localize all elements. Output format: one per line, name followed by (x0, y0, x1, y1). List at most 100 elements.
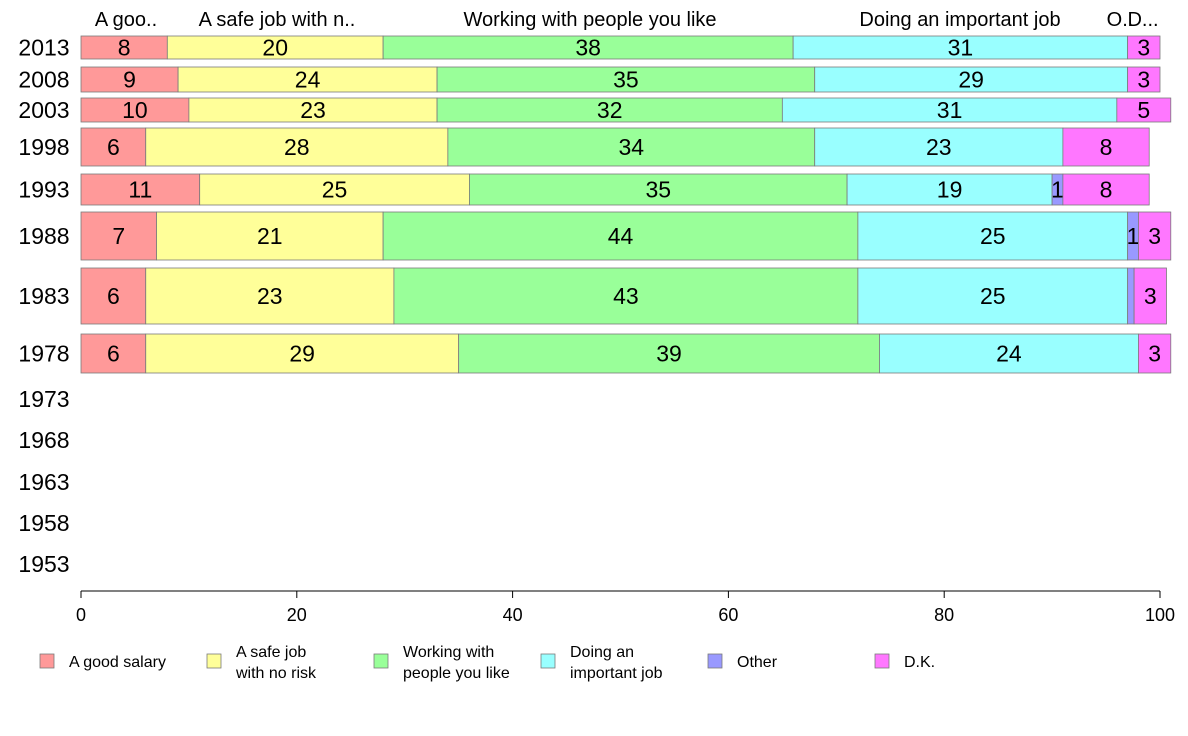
data-label-1993-0: 11 (128, 177, 152, 203)
bar-1983-a-safe-job-with-no-risk (145, 267, 395, 325)
bar-1983-a-good-salary (80, 267, 147, 325)
bar-2008-d-k- (1127, 66, 1161, 93)
data-label-1998-3: 23 (926, 134, 952, 160)
bar-1988-a-safe-job-with-no-risk (156, 211, 384, 261)
data-label-2013-1: 20 (262, 35, 288, 61)
year-label-1963: 1963 (18, 469, 69, 495)
x-axis: 0 20 40 60 80 100 (76, 590, 1175, 625)
year-label-1953: 1953 (18, 551, 69, 577)
x-tick-label-40: 40 (503, 605, 523, 625)
legend-swatch-0 (39, 653, 55, 669)
data-label-1988-0: 7 (112, 223, 125, 249)
data-label-2008-1: 24 (295, 67, 321, 93)
data-label-1988-1: 21 (257, 223, 283, 249)
data-label-1993-4: 1 (1051, 177, 1064, 203)
bar-1993-d-k- (1062, 173, 1150, 206)
year-axis-labels: 2013 2008 2003 1998 1993 1988 1983 1978 1973 1968… (18, 35, 69, 578)
bar-1983-d-k- (1133, 267, 1167, 325)
data-label-1988-4: 1 (1127, 223, 1140, 249)
x-tick-label-80: 80 (934, 605, 954, 625)
bar-1998-a-good-salary (80, 127, 147, 167)
data-label-1988-3: 25 (980, 223, 1006, 249)
bar-1978-working-with-people-you-like (458, 333, 880, 374)
legend-label-4: Other (737, 654, 778, 671)
year-label-1988: 1988 (18, 223, 69, 249)
legend: A good salary A safe job with no risk Worki… (39, 644, 935, 682)
data-label-1978-0: 6 (107, 341, 120, 367)
data-label-2008-3: 29 (958, 67, 984, 93)
data-label-1998-2: 34 (618, 134, 644, 160)
legend-label-0: A good salary (69, 654, 166, 671)
legend-swatch-2 (373, 653, 389, 669)
bar-1998-working-with-people-you-like (447, 127, 816, 167)
x-tick-label-100: 100 (1145, 605, 1175, 625)
data-label-1988-5: 3 (1148, 223, 1161, 249)
bar-1988-a-good-salary (80, 211, 157, 261)
bar-1978-a-safe-job-with-no-risk (145, 333, 460, 374)
year-label-1998: 1998 (18, 134, 69, 160)
data-label-1993-2: 35 (645, 177, 671, 203)
data-label-2013-5: 3 (1137, 35, 1150, 61)
year-label-1968: 1968 (18, 427, 69, 453)
bar-1993-doing-an-important-job (846, 173, 1053, 206)
bar-2003-d-k- (1116, 97, 1172, 123)
bar-1988-working-with-people-you-like (382, 211, 859, 261)
x-tick-label-0: 0 (76, 605, 86, 625)
series-header-1: A safe job with n.. (199, 9, 356, 31)
bar-1983-other (1127, 267, 1135, 325)
legend-label-5: D.K. (904, 654, 935, 671)
series-header-5: D... (1127, 9, 1158, 31)
data-label-2013-0: 8 (118, 35, 131, 61)
data-label-1988-2: 44 (608, 223, 634, 249)
data-label-2003-3: 31 (937, 97, 963, 123)
bar-1978-d-k- (1138, 333, 1172, 374)
legend-swatch-5 (874, 653, 890, 669)
data-label-1983-1: 23 (257, 283, 283, 309)
data-label-1978-5: 3 (1148, 341, 1161, 367)
data-label-2003-5: 5 (1137, 97, 1150, 123)
data-label-2008-2: 35 (613, 67, 639, 93)
series-header-3: Doing an important job (859, 9, 1060, 31)
data-label-1993-5: 8 (1100, 177, 1113, 203)
x-tick-label-20: 20 (287, 605, 307, 625)
year-label-2008: 2008 (18, 67, 69, 93)
legend-swatch-3 (540, 653, 556, 669)
x-tick-label-60: 60 (718, 605, 738, 625)
year-label-1973: 1973 (18, 386, 69, 412)
data-label-1998-5: 8 (1100, 134, 1113, 160)
year-label-1983: 1983 (18, 283, 69, 309)
bar-1983-doing-an-important-job (857, 267, 1129, 325)
bar-1998-d-k- (1062, 127, 1150, 167)
series-header-2: Working with people you like (463, 9, 716, 31)
data-label-2008-0: 9 (123, 67, 136, 93)
data-label-2013-2: 38 (575, 35, 601, 61)
legend-label-1: A safe job with no risk (235, 644, 317, 682)
year-label-1978: 1978 (18, 341, 69, 367)
bars: 8 20 38 31 39 24 35 29 310 23 32 31 56 28 34 23 811 25 35 1… (80, 35, 1172, 374)
bar-2003-a-good-salary (80, 97, 190, 123)
legend-swatch-4 (707, 653, 723, 669)
data-label-2008-5: 3 (1137, 67, 1150, 93)
data-label-1993-1: 25 (322, 177, 348, 203)
data-label-2003-1: 23 (300, 97, 326, 123)
bar-1993-working-with-people-you-like (469, 173, 848, 206)
bar-1993-a-safe-job-with-no-risk (199, 173, 470, 206)
legend-swatch-1 (206, 653, 222, 669)
series-header-4: O.. (1107, 9, 1134, 31)
data-label-2003-0: 10 (122, 97, 148, 123)
data-label-1998-1: 28 (284, 134, 310, 160)
year-label-1958: 1958 (18, 510, 69, 536)
data-label-1978-3: 24 (996, 341, 1022, 367)
year-label-2003: 2003 (18, 97, 69, 123)
data-label-1993-3: 19 (937, 177, 963, 203)
data-label-1983-5: 3 (1144, 283, 1157, 309)
bar-1993-a-good-salary (80, 173, 201, 206)
bar-1988-d-k- (1138, 211, 1172, 261)
bar-1998-doing-an-important-job (814, 127, 1064, 167)
bar-1998-a-safe-job-with-no-risk (145, 127, 449, 167)
data-label-1998-0: 6 (107, 134, 120, 160)
series-header-0: A goo.. (95, 9, 157, 31)
series-header-labels: A goo.. A safe job with n.. Working with p… (95, 9, 1159, 31)
bar-2008-doing-an-important-job (814, 66, 1129, 93)
